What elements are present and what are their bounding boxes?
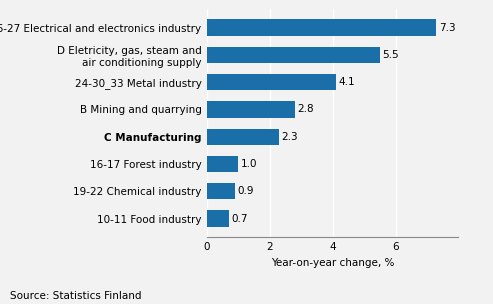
- Text: 2.3: 2.3: [282, 132, 298, 142]
- Bar: [207, 74, 336, 90]
- Text: 7.3: 7.3: [439, 23, 456, 33]
- Bar: [207, 156, 239, 172]
- Text: 1.0: 1.0: [241, 159, 257, 169]
- Text: 5.5: 5.5: [382, 50, 399, 60]
- Text: 0.9: 0.9: [238, 186, 254, 196]
- Text: 2.8: 2.8: [297, 105, 314, 115]
- Bar: [207, 101, 295, 118]
- Text: Source: Statistics Finland: Source: Statistics Finland: [10, 291, 141, 301]
- Bar: [207, 183, 235, 199]
- Text: 4.1: 4.1: [338, 77, 355, 87]
- Bar: [207, 47, 380, 63]
- Bar: [207, 129, 280, 145]
- Bar: [207, 19, 436, 36]
- X-axis label: Year-on-year change, %: Year-on-year change, %: [271, 257, 394, 268]
- Bar: [207, 210, 229, 227]
- Text: 0.7: 0.7: [231, 214, 248, 223]
